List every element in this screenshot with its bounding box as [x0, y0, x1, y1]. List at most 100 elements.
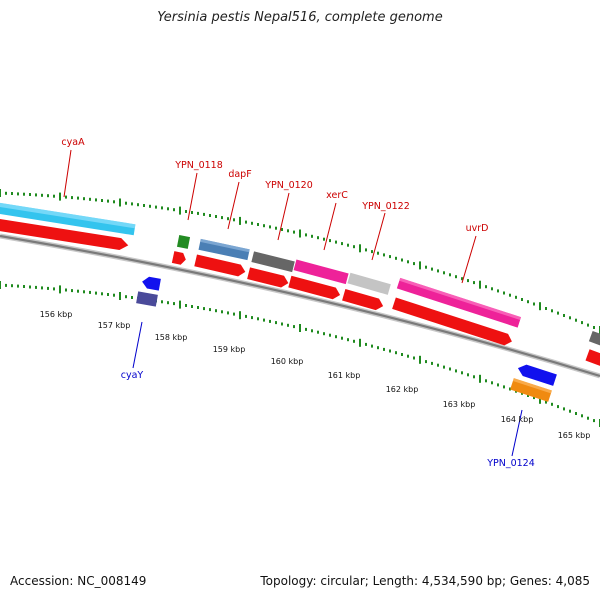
- arrow-YPN_0120[interactable]: [247, 267, 290, 289]
- outer-track-minor-tick: [161, 206, 163, 210]
- outer-track-minor-tick: [521, 298, 523, 301]
- inner-track-minor-tick: [377, 346, 379, 350]
- inner-track-minor-tick: [275, 321, 277, 325]
- outer-track-minor-tick: [323, 237, 325, 241]
- feature-cyaY[interactable]: [136, 291, 158, 307]
- inner-track-minor-tick: [473, 375, 475, 379]
- outer-track-minor-tick: [485, 285, 487, 289]
- outer-track-minor-tick: [245, 220, 247, 224]
- inner-track-minor-tick: [65, 288, 67, 292]
- feature-uvrD[interactable]: [396, 277, 522, 328]
- inner-track-minor-tick: [233, 312, 235, 316]
- inner-track-minor-tick: [329, 333, 331, 337]
- outer-track-minor-tick: [53, 194, 55, 198]
- outer-track-minor-tick: [593, 326, 595, 329]
- feature-xerC[interactable]: [293, 259, 349, 285]
- arrow-dapF[interactable]: [194, 254, 246, 278]
- arrow-cyaY[interactable]: [141, 276, 161, 291]
- outer-track-minor-tick: [587, 323, 589, 327]
- callout-YPN_0118: [187, 172, 198, 221]
- outer-track-minor-tick: [491, 287, 493, 291]
- inner-track-major-tick: [419, 355, 421, 364]
- outer-track-minor-tick: [413, 262, 415, 266]
- outer-track-minor-tick: [221, 216, 223, 220]
- arrow-uvrD[interactable]: [392, 297, 514, 347]
- outer-track-minor-tick: [443, 271, 445, 275]
- outer-track-minor-tick: [545, 307, 547, 310]
- feature-YPN_0122[interactable]: [347, 272, 391, 295]
- feature-YPN_0118[interactable]: [176, 234, 191, 249]
- feature-cyaA-outer[interactable]: [0, 201, 136, 236]
- inner-track-minor-tick: [173, 302, 175, 306]
- inner-track-minor-tick: [221, 310, 223, 314]
- outer-track-minor-tick: [269, 225, 271, 229]
- outer-track-minor-tick: [563, 314, 565, 317]
- outer-track-minor-tick: [581, 321, 583, 325]
- arrow-cyaA[interactable]: [0, 217, 129, 251]
- inner-track-minor-tick: [53, 287, 55, 291]
- inner-track-minor-tick: [581, 414, 583, 418]
- inner-track-major-tick: [299, 324, 301, 332]
- callout-xerC: [323, 202, 337, 251]
- outer-track-minor-tick: [113, 200, 115, 204]
- arrow-YPN_0122[interactable]: [342, 288, 385, 312]
- outer-track-minor-tick: [143, 204, 145, 207]
- outer-track-major-tick: [179, 206, 181, 215]
- outer-track-minor-tick: [101, 199, 103, 202]
- arrow-right-edge: [585, 349, 600, 368]
- outer-track-minor-tick: [47, 194, 49, 198]
- inner-track-minor-tick: [485, 379, 487, 383]
- outer-track-minor-tick: [191, 211, 193, 214]
- genome-stats-text: Topology: circular; Length: 4,534,590 bp…: [260, 574, 590, 588]
- inner-track-minor-tick: [365, 342, 367, 346]
- inner-track-minor-tick: [509, 387, 511, 391]
- inner-track-minor-tick: [77, 289, 79, 293]
- feature-right-edge-grey: [588, 330, 600, 347]
- inner-track-major-tick: [0, 281, 1, 289]
- inner-track-minor-tick: [263, 318, 265, 322]
- callout-cyaY: [132, 321, 143, 369]
- inner-track-major-tick: [239, 311, 241, 320]
- arrow-YPN_0118[interactable]: [171, 251, 187, 265]
- inner-track-major-tick: [179, 300, 181, 309]
- arrow-xerC[interactable]: [288, 275, 341, 301]
- outer-track-minor-tick: [407, 260, 409, 264]
- outer-track-minor-tick: [341, 242, 343, 246]
- arrow-YPN_0124[interactable]: [516, 362, 557, 386]
- outer-track-major-tick: [59, 192, 61, 201]
- feature-YPN_0120[interactable]: [251, 251, 295, 273]
- inner-track-major-tick: [119, 292, 121, 300]
- label-cyaY: cyaY: [121, 370, 144, 381]
- inner-track-minor-tick: [83, 290, 85, 294]
- label-YPN_0120: YPN_0120: [264, 180, 313, 191]
- outer-track-minor-tick: [137, 203, 139, 207]
- inner-track-minor-tick: [551, 402, 553, 406]
- inner-track-minor-tick: [113, 293, 115, 297]
- outer-track-major-tick: [539, 302, 541, 311]
- inner-track-minor-tick: [251, 316, 253, 320]
- outer-track-minor-tick: [317, 236, 319, 240]
- outer-track-minor-tick: [203, 212, 205, 216]
- inner-track-minor-tick: [269, 319, 271, 323]
- feature-YPN_0124[interactable]: [510, 378, 552, 402]
- feature-dapF[interactable]: [198, 238, 250, 261]
- outer-track-minor-tick: [461, 277, 463, 281]
- inner-track-minor-tick: [575, 412, 577, 415]
- outer-track-minor-tick: [389, 255, 391, 259]
- inner-tick-track: [0, 281, 600, 427]
- outer-track-minor-tick: [401, 258, 403, 262]
- scale-label-157: 157 kbp: [98, 321, 131, 330]
- inner-track-minor-tick: [383, 347, 385, 351]
- outer-track-minor-tick: [77, 196, 79, 200]
- outer-track-minor-tick: [533, 302, 535, 306]
- scale-label-165: 165 kbp: [558, 431, 591, 440]
- outer-track-major-tick: [359, 244, 361, 253]
- outer-track-minor-tick: [527, 300, 529, 304]
- outer-track-minor-tick: [65, 195, 67, 199]
- inner-track-minor-tick: [311, 329, 313, 333]
- inner-track-minor-tick: [29, 285, 31, 289]
- outer-track-minor-tick: [173, 208, 175, 212]
- genome-backbone-line: [0, 234, 600, 378]
- outer-track-minor-tick: [395, 256, 397, 260]
- inner-track-minor-tick: [371, 344, 373, 348]
